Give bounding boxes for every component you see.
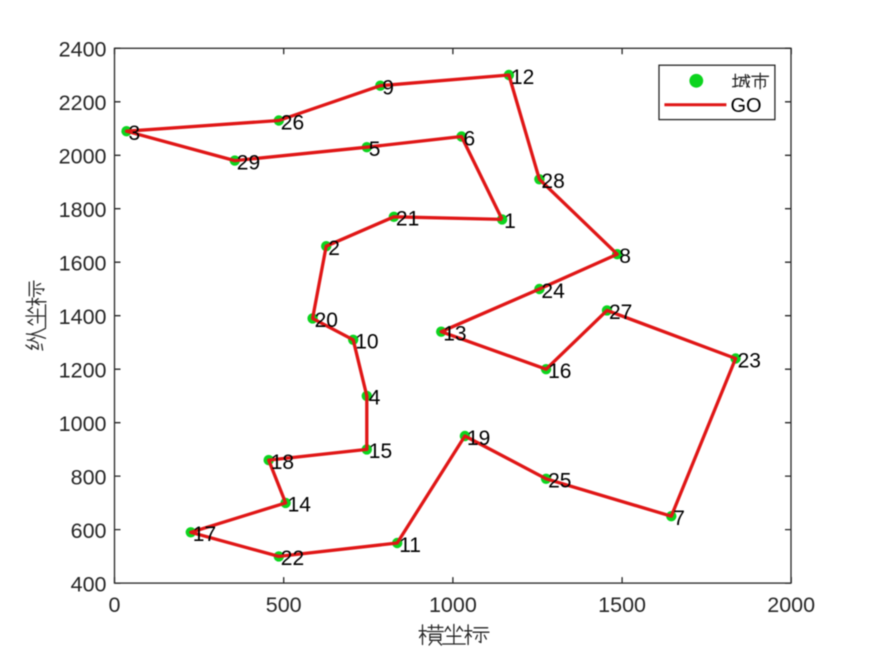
svg-text:2000: 2000 — [59, 145, 107, 169]
svg-text:23: 23 — [738, 349, 761, 372]
svg-text:24: 24 — [541, 280, 565, 303]
svg-text:2: 2 — [328, 237, 340, 260]
svg-text:2400: 2400 — [59, 38, 107, 62]
svg-text:25: 25 — [548, 470, 571, 493]
svg-text:19: 19 — [467, 427, 490, 450]
svg-text:1400: 1400 — [59, 305, 107, 329]
svg-text:6: 6 — [464, 127, 476, 150]
svg-text:11: 11 — [399, 534, 421, 557]
svg-text:27: 27 — [609, 301, 632, 324]
svg-text:3: 3 — [129, 122, 141, 145]
svg-text:21: 21 — [396, 208, 419, 231]
svg-text:9: 9 — [382, 77, 394, 100]
svg-text:1600: 1600 — [59, 252, 107, 276]
svg-text:7: 7 — [673, 507, 685, 530]
svg-text:8: 8 — [619, 245, 631, 268]
svg-text:600: 600 — [71, 519, 107, 543]
svg-text:5: 5 — [369, 138, 381, 161]
svg-text:15: 15 — [369, 440, 392, 463]
svg-text:1200: 1200 — [59, 359, 107, 383]
svg-text:GO: GO — [731, 95, 762, 117]
svg-text:22: 22 — [281, 547, 304, 570]
svg-text:29: 29 — [237, 151, 260, 174]
svg-text:2000: 2000 — [767, 593, 815, 617]
svg-text:20: 20 — [315, 309, 338, 332]
svg-text:18: 18 — [271, 451, 294, 474]
svg-text:10: 10 — [355, 331, 378, 354]
svg-text:400: 400 — [71, 573, 107, 597]
svg-text:1000: 1000 — [59, 412, 107, 436]
svg-text:1800: 1800 — [59, 198, 107, 222]
svg-text:2200: 2200 — [59, 91, 107, 115]
svg-text:1000: 1000 — [429, 593, 477, 617]
svg-text:500: 500 — [266, 593, 302, 617]
svg-text:17: 17 — [193, 523, 216, 546]
svg-text:26: 26 — [281, 111, 304, 134]
svg-text:4: 4 — [369, 387, 381, 410]
svg-text:1: 1 — [504, 210, 516, 233]
svg-text:1500: 1500 — [598, 593, 646, 617]
svg-text:0: 0 — [109, 593, 121, 617]
svg-text:13: 13 — [443, 323, 466, 346]
svg-text:12: 12 — [511, 66, 534, 89]
svg-text:14: 14 — [288, 494, 312, 517]
svg-text:28: 28 — [541, 170, 564, 193]
svg-text:16: 16 — [548, 360, 571, 383]
svg-text:800: 800 — [71, 466, 107, 490]
